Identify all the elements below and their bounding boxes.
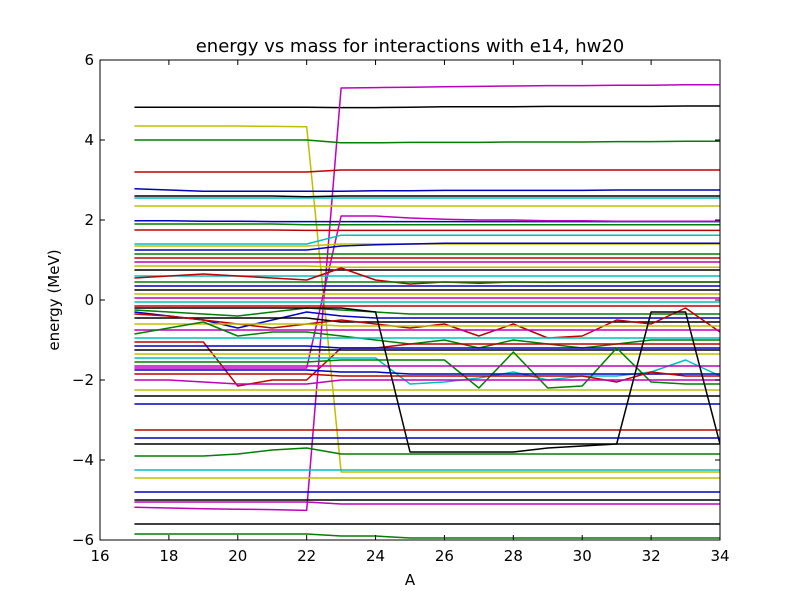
series-line-39 (134, 341, 720, 387)
series-line-33 (134, 317, 720, 323)
series-line-46 (134, 369, 720, 375)
x-tick-label: 34 (710, 547, 729, 565)
series-line-32 (134, 311, 720, 329)
x-tick-label: 22 (297, 547, 316, 565)
series-line-20 (134, 265, 720, 268)
series-line-3 (134, 125, 720, 473)
y-tick-label: −2 (72, 371, 94, 389)
series-line-53 (134, 307, 720, 453)
x-tick-label: 16 (90, 547, 109, 565)
x-tick-label: 28 (504, 547, 523, 565)
x-axis-label: A (405, 571, 416, 589)
series-layer (134, 84, 720, 539)
plot-area (100, 60, 720, 540)
series-line-61 (134, 501, 720, 505)
series-line-14 (134, 234, 720, 245)
series-line-35 (134, 323, 720, 327)
series-line-4 (134, 139, 720, 144)
series-line-11 (134, 223, 720, 226)
x-tick-label: 26 (435, 547, 454, 565)
series-line-63 (134, 533, 720, 539)
x-tick-label: 20 (228, 547, 247, 565)
x-tick-label: 18 (159, 547, 178, 565)
y-tick-label: 4 (84, 131, 94, 149)
series-line-2 (134, 84, 720, 512)
x-tick-label: 32 (642, 547, 661, 565)
series-line-6 (134, 188, 720, 192)
series-line-43 (134, 357, 720, 385)
y-axis-label: energy (MeV) (45, 249, 63, 350)
series-line-40 (134, 345, 720, 349)
y-tick-label: 2 (84, 211, 94, 229)
series-line-13 (134, 215, 720, 369)
series-line-48 (134, 379, 720, 385)
y-tick-label: −4 (72, 451, 94, 469)
y-tick-label: −6 (72, 531, 94, 549)
series-line-7 (134, 195, 720, 198)
x-tick-label: 30 (573, 547, 592, 565)
series-line-56 (134, 447, 720, 457)
y-tick-label: 6 (84, 51, 94, 69)
series-line-31 (134, 307, 720, 317)
chart-title: energy vs mass for interactions with e14… (196, 36, 625, 57)
series-line-1 (134, 105, 720, 109)
x-tick-label: 24 (366, 547, 385, 565)
series-line-16 (134, 242, 720, 251)
y-tick-label: 0 (84, 291, 94, 309)
series-line-5 (134, 169, 720, 173)
series-line-44 (134, 347, 720, 389)
